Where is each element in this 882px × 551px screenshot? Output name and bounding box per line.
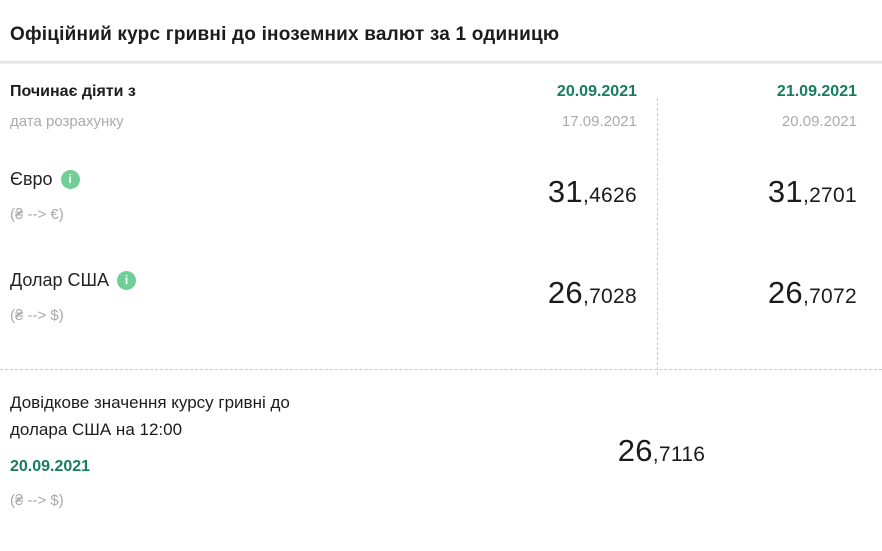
effective-from-label: Починає діяти з — [10, 83, 136, 100]
currency-name-eur: Євро — [10, 169, 53, 189]
reference-rate: 26,7116 — [617, 433, 706, 468]
currency-name-usd: Долар США — [10, 270, 110, 290]
calc-date-2: 20.09.2021 — [781, 113, 857, 130]
page-title: Офіційний курс гривні до іноземних валют… — [10, 24, 560, 45]
reference-section: Довідкове значення курсу гривні до долар… — [0, 370, 882, 520]
rates-table: Починає діяти з дата розрахунку 20.09.20… — [0, 81, 882, 375]
header-col-2: 21.09.2021 20.09.2021 — [637, 81, 857, 132]
table-row-eur: Євро i (₴ --> €) 31,4626 31,2701 — [0, 168, 882, 225]
reference-label-line2: долара США на 12:00 — [10, 420, 183, 439]
reference-label-cell: Довідкове значення курсу гривні до долар… — [10, 370, 441, 520]
rate-usd-col1: 26,7028 — [547, 275, 637, 310]
reference-label-line1: Довідкове значення курсу гривні до — [10, 393, 290, 412]
table-header-row: Починає діяти з дата розрахунку 20.09.20… — [0, 81, 882, 132]
reference-value-cell: 26,7116 — [441, 370, 882, 520]
calc-date-label: дата розрахунку — [10, 113, 124, 130]
calc-date-1: 17.09.2021 — [561, 113, 637, 130]
title-divider — [0, 61, 882, 64]
table-row-usd: Долар США i (₴ --> $) 26,7028 26,7072 — [0, 269, 882, 326]
column-divider — [657, 98, 658, 375]
section-divider — [0, 369, 882, 370]
reference-pair: (₴ --> $) — [10, 492, 64, 509]
header-label-cell: Починає діяти з дата розрахунку — [10, 81, 430, 132]
currency-pair-eur: (₴ --> €) — [10, 206, 64, 223]
rate-eur-col2: 31,2701 — [767, 174, 857, 209]
rate-usd-col2: 26,7072 — [767, 275, 857, 310]
reference-date: 20.09.2021 — [10, 458, 91, 475]
effective-date-1: 20.09.2021 — [556, 83, 637, 100]
info-icon[interactable]: i — [60, 169, 80, 189]
currency-pair-usd: (₴ --> $) — [10, 307, 64, 324]
header-col-1: 20.09.2021 17.09.2021 — [430, 81, 637, 132]
rate-eur-col1: 31,4626 — [547, 174, 637, 209]
effective-date-2: 21.09.2021 — [776, 83, 857, 100]
info-icon[interactable]: i — [117, 270, 137, 290]
currency-label-cell: Євро i (₴ --> €) — [10, 168, 430, 225]
currency-label-cell: Долар США i (₴ --> $) — [10, 269, 430, 326]
